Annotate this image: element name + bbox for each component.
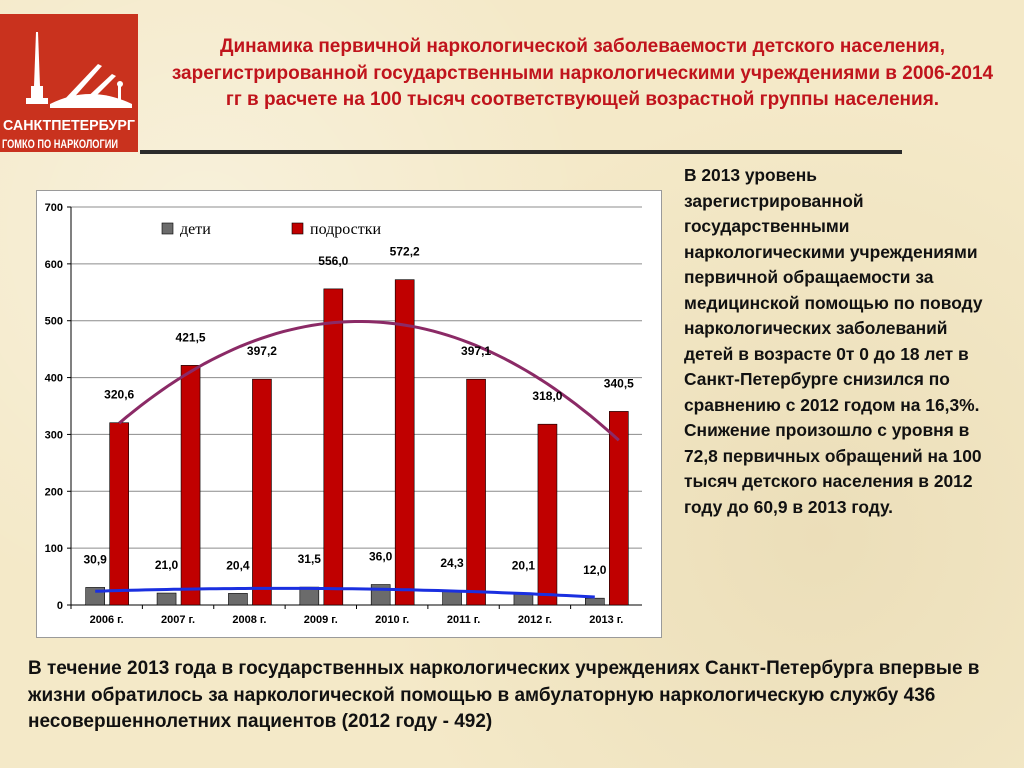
divider	[140, 150, 902, 154]
data-label-podrostki: 318,0	[532, 389, 562, 403]
bar-deti	[228, 593, 248, 606]
bar-deti	[442, 590, 462, 606]
y-tick-label: 600	[45, 259, 63, 271]
data-label-deti: 12,0	[583, 563, 607, 577]
chart-svg: 0 100 200 300 400 500 600 700 2006 г. 2007 г. 2008…	[45, 202, 642, 626]
page-title: Динамика первичной наркологической забол…	[171, 36, 994, 110]
bar-podrostki	[466, 378, 486, 606]
side-text: В 2013 уровень зарегистрированной госуда…	[684, 165, 983, 517]
x-tick-label: 2008 г.	[232, 614, 266, 626]
y-tick-label: 300	[45, 429, 63, 441]
y-tick-label: 400	[45, 373, 63, 385]
trendline-deti	[95, 586, 595, 599]
logo-org-text: ГОМКО ПО НАРКОЛОГИИ	[2, 139, 118, 151]
logo-city-text: САНКТПЕТЕРБУРГ	[3, 117, 135, 134]
bar-deti	[156, 592, 177, 606]
x-tick-label: 2011 г.	[447, 614, 480, 626]
bar-podrostki	[180, 365, 201, 606]
y-tick-label: 700	[45, 202, 63, 214]
bar-podrostki	[323, 288, 344, 606]
data-label-deti: 20,4	[226, 558, 250, 572]
y-tick-label: 0	[57, 600, 63, 612]
x-tick-label: 2013 г.	[589, 614, 623, 626]
data-label-deti: 31,5	[298, 552, 322, 566]
logo-background	[0, 14, 138, 152]
data-label-podrostki: 320,6	[104, 388, 134, 402]
data-label-deti: 24,3	[440, 556, 464, 570]
bar-deti	[370, 584, 391, 606]
data-label-deti: 30,9	[84, 552, 108, 566]
data-label-podrostki: 572,2	[390, 245, 420, 259]
data-label-podrostki: 397,2	[247, 344, 277, 358]
legend-swatch-podrostki	[291, 222, 304, 235]
bar-podrostki	[252, 378, 272, 606]
bar-deti	[513, 593, 534, 606]
data-label-podrostki: 421,5	[176, 330, 206, 344]
data-label-podrostki: 397,1	[461, 344, 491, 358]
legend-label-podrostki: подростки	[310, 221, 382, 238]
bar-deti	[585, 597, 605, 606]
y-tick-label: 200	[45, 486, 63, 498]
bar-podrostki	[109, 422, 129, 606]
legend-swatch-deti	[161, 222, 174, 235]
x-tick-label: 2010 г.	[375, 614, 409, 626]
y-tick-label: 100	[45, 543, 63, 555]
chart: 0 100 200 300 400 500 600 700 2006 г. 2007 г. 2008…	[36, 190, 662, 638]
x-tick-label: 2006 г.	[90, 614, 124, 626]
data-label-podrostki: 556,0	[318, 254, 348, 268]
logo: САНКТПЕТЕРБУРГ ГОМКО ПО НАРКОЛОГИИ	[0, 14, 138, 152]
bar-podrostki	[537, 423, 558, 606]
y-tick-label: 500	[45, 316, 63, 328]
trendline-podrostki	[118, 320, 620, 442]
x-tick-label: 2009 г.	[304, 614, 338, 626]
data-label-podrostki: 340,5	[604, 376, 634, 390]
data-label-deti: 20,1	[512, 559, 536, 573]
legend-label-deti: дети	[180, 221, 211, 238]
x-tick-label: 2012 г.	[518, 614, 552, 626]
data-label-deti: 36,0	[369, 550, 393, 564]
bottom-text: В течение 2013 года в государственных на…	[28, 658, 980, 732]
bar-podrostki	[394, 279, 415, 606]
data-label-deti: 21,0	[155, 558, 179, 572]
x-tick-label: 2007 г.	[161, 614, 195, 626]
bar-podrostki	[609, 411, 629, 606]
